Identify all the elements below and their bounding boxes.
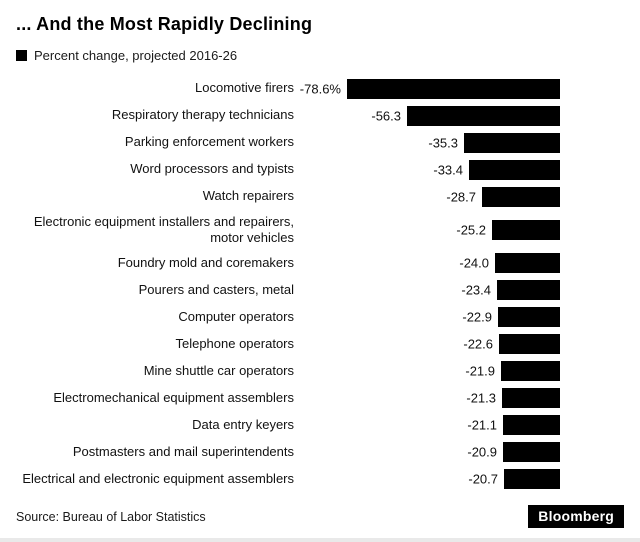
value-label: -33.4 (433, 162, 463, 178)
bar (501, 361, 560, 382)
value-label: -21.1 (467, 417, 497, 433)
chart-row: Respiratory therapy technicians -56.3 (16, 105, 560, 126)
bar (499, 334, 560, 355)
bar (482, 186, 560, 207)
bar (492, 219, 560, 240)
chart-row: Locomotive firers -78.6% (16, 78, 560, 99)
category-label: Watch repairers (202, 188, 294, 204)
value-label: -21.9 (465, 363, 495, 379)
category-label: Parking enforcement workers (124, 134, 294, 150)
bar (504, 469, 560, 490)
chart-row: Parking enforcement workers -35.3 (16, 132, 560, 153)
chart-row: Data entry keyers -21.1 (16, 415, 560, 436)
legend: Percent change, projected 2016-26 (16, 48, 624, 63)
bar (497, 280, 560, 301)
category-label: Locomotive firers (195, 80, 294, 96)
footer: Source: Bureau of Labor Statistics Bloom… (16, 505, 624, 528)
legend-label: Percent change, projected 2016-26 (34, 47, 238, 63)
source-note: Source: Bureau of Labor Statistics (16, 509, 206, 524)
category-label: Word processors and typists (130, 161, 294, 177)
category-label: Electronic equipment installers and repa… (33, 213, 294, 245)
bar (469, 159, 560, 180)
chart-row: Postmasters and mail superintendents -20.… (16, 442, 560, 463)
category-label: Postmasters and mail superintendents (72, 443, 294, 459)
chart-row: Electrical and electronic equipment asse… (16, 469, 560, 490)
legend-swatch-icon (16, 49, 27, 61)
chart-row: Watch repairers -28.7 (16, 186, 560, 207)
category-label: Electromechanical equipment assemblers (53, 389, 294, 405)
category-label: Data entry keyers (192, 416, 294, 432)
category-label: Telephone operators (175, 335, 294, 351)
value-label: -21.3 (466, 390, 496, 406)
chart-title: ... And the Most Rapidly Declining (16, 14, 313, 34)
bar (495, 253, 560, 274)
category-label: Foundry mold and coremakers (117, 254, 294, 270)
value-label: -25.2 (456, 222, 486, 238)
bar (503, 415, 560, 436)
value-label: -23.4 (461, 282, 491, 298)
bar (407, 105, 560, 126)
chart-row: Mine shuttle car operators -21.9 (16, 361, 560, 382)
category-label: Pourers and casters, metal (138, 281, 294, 297)
chart-row: Foundry mold and coremakers -24.0 (16, 253, 560, 274)
bar (347, 78, 560, 99)
value-label: -35.3 (428, 135, 458, 151)
value-label: -24.0 (459, 255, 489, 271)
chart-rows: Locomotive firers -78.6% Respiratory thera… (16, 78, 560, 490)
bloomberg-logo: Bloomberg (528, 505, 624, 528)
value-label: -56.3 (371, 108, 401, 124)
category-label: Respiratory therapy technicians (111, 107, 294, 123)
bar-chart: Locomotive firers -78.6% Respiratory thera… (16, 78, 560, 490)
bottom-divider (0, 538, 640, 542)
category-label: Computer operators (178, 308, 294, 324)
bar (503, 442, 560, 463)
value-label: -20.7 (468, 471, 498, 487)
category-label: Electrical and electronic equipment asse… (22, 470, 294, 486)
value-label: -22.6 (463, 336, 493, 352)
category-label: Mine shuttle car operators (143, 362, 294, 378)
bar (502, 388, 560, 409)
value-label: -78.6% (299, 81, 341, 97)
chart-row: Telephone operators -22.6 (16, 334, 560, 355)
value-label: -28.7 (446, 189, 476, 205)
chart-row: Word processors and typists -33.4 (16, 159, 560, 180)
bar (498, 307, 560, 328)
value-label: -22.9 (462, 309, 492, 325)
chart-row: Pourers and casters, metal -23.4 (16, 280, 560, 301)
bar (464, 132, 560, 153)
chart-row: Electronic equipment installers and repa… (16, 214, 560, 247)
chart-row: Electromechanical equipment assemblers -2… (16, 388, 560, 409)
value-label: -20.9 (467, 444, 497, 460)
chart-row: Computer operators -22.9 (16, 307, 560, 328)
